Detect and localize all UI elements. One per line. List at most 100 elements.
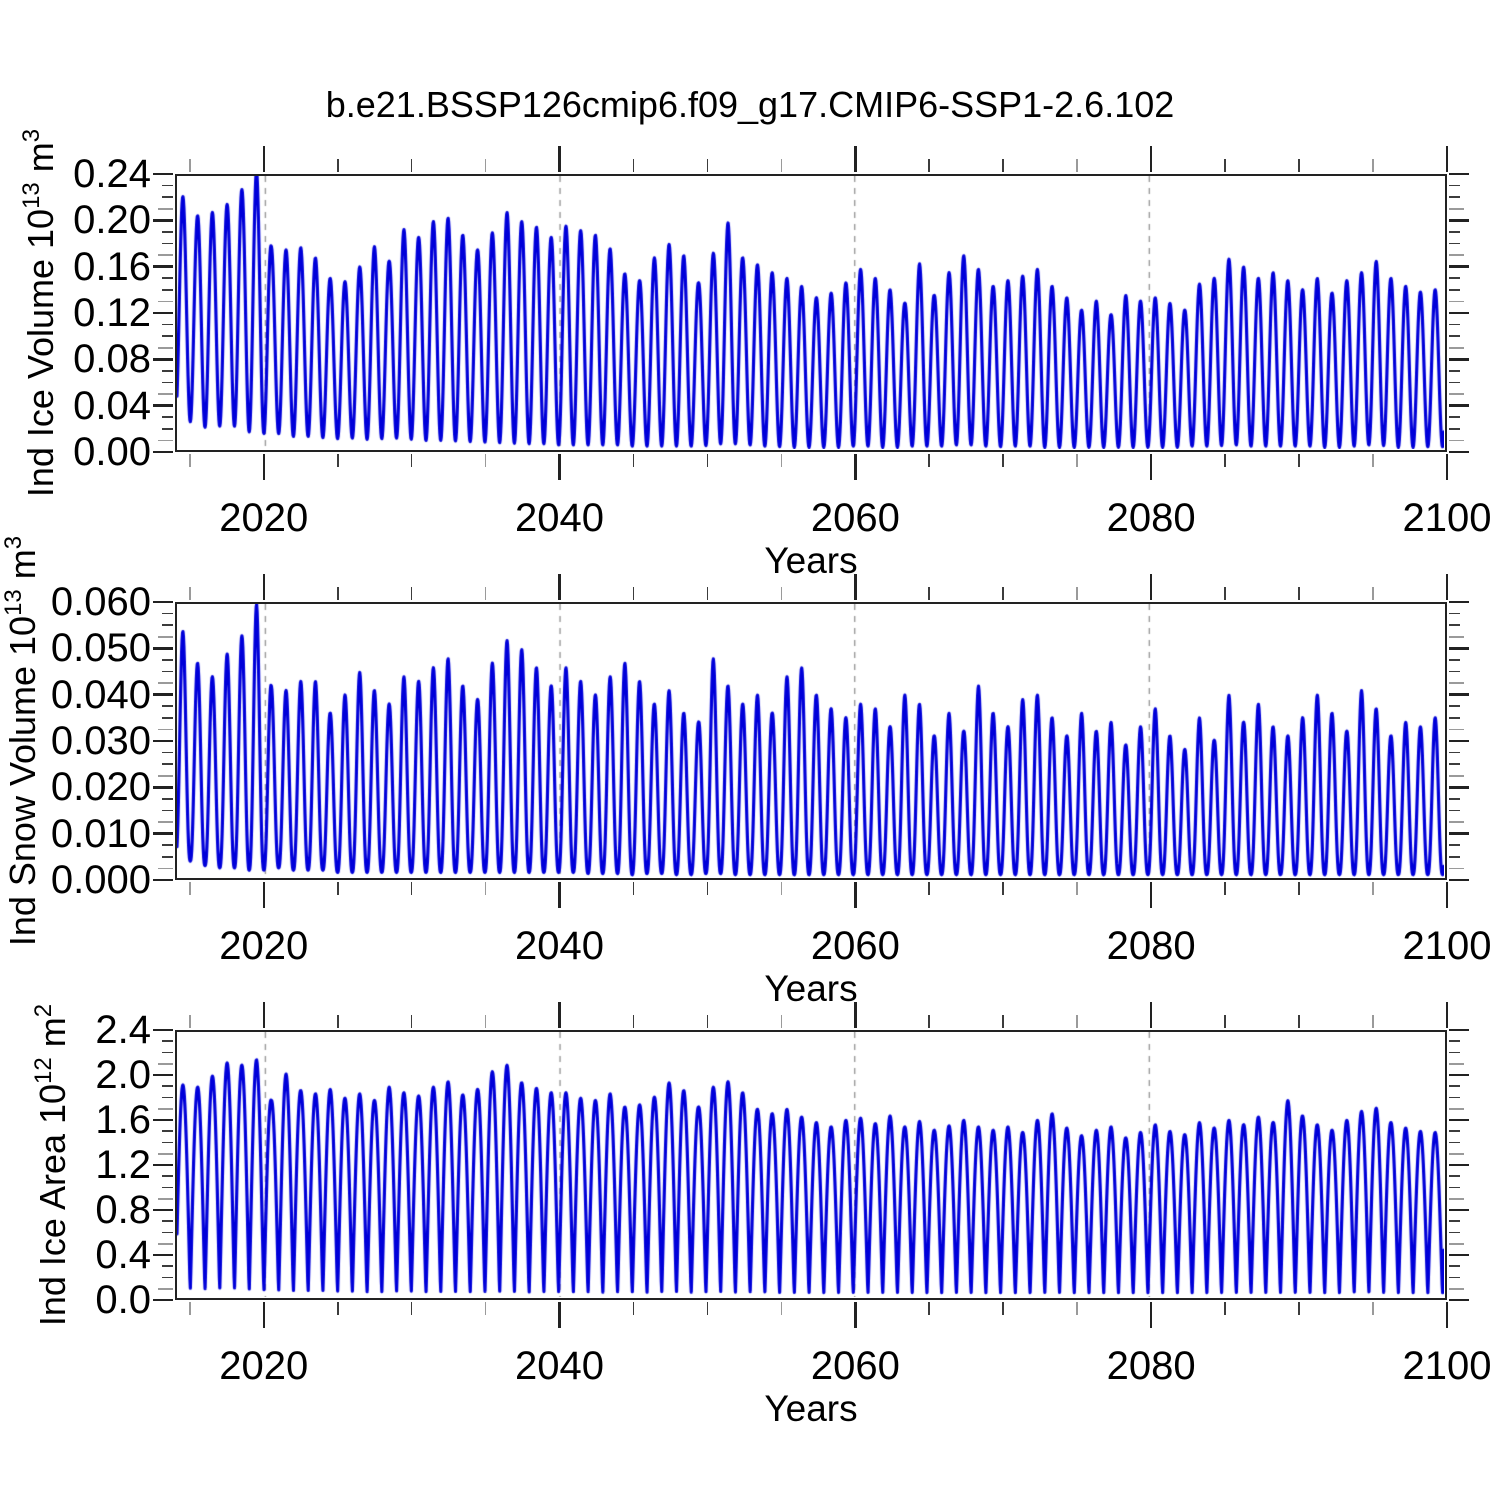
x-minor-tick [1298,882,1300,895]
y-tick-label: 0.0 [95,1278,151,1322]
y-tick-label: 0.000 [50,858,151,902]
x-minor-tick [928,1015,931,1028]
y-minor-tick [1449,381,1460,384]
y-minor-tick [1449,416,1460,419]
x-major-tick [854,454,857,480]
x-minor-tick [188,454,191,467]
y-minor-tick [162,670,173,673]
y-minor-tick [158,393,173,395]
x-minor-tick [410,1015,413,1028]
x-minor-tick [1076,1015,1079,1028]
y-tick-label: 0.8 [95,1188,151,1232]
y-axis-title: Ind Ice Area 1012 m2 [30,1004,74,1326]
x-major-tick [854,882,857,908]
y-tick-label: 0.04 [73,383,151,428]
y-major-tick [1449,878,1469,882]
x-minor-tick [1076,882,1079,895]
y-major-tick [1449,404,1469,407]
y-major-tick [1449,600,1469,604]
y-minor-tick [162,231,173,233]
x-minor-tick [484,454,487,467]
y-minor-tick [162,844,173,847]
y-minor-tick [158,1152,173,1155]
y-minor-tick [162,612,173,615]
y-minor-tick [1449,635,1464,638]
x-major-tick [854,146,857,172]
y-minor-tick [162,659,173,661]
x-minor-tick [1298,454,1300,467]
x-minor-tick [1298,587,1300,600]
y-major-tick [153,1298,173,1302]
x-minor-tick [1002,882,1005,895]
x-tick-label: 2100 [1402,496,1492,540]
x-minor-tick [484,1015,487,1028]
plot-area [175,174,1447,452]
y-minor-tick [1449,242,1460,245]
y-minor-tick [1449,728,1464,731]
y-major-tick [1449,1298,1469,1302]
x-major-tick [558,882,561,908]
x-tick-label: 2100 [1402,924,1492,968]
y-minor-tick [1449,1265,1460,1268]
y-major-tick [153,311,173,315]
y-major-tick [1449,172,1469,176]
x-minor-tick [1372,587,1374,600]
y-minor-tick [162,196,173,198]
x-major-tick [1149,1302,1153,1328]
x-minor-tick [1224,587,1226,600]
x-minor-tick [1076,454,1079,467]
y-tick-label: 0.24 [73,152,151,196]
x-minor-tick [336,1015,339,1028]
y-major-tick [153,1073,173,1077]
y-major-tick [1449,265,1469,268]
x-minor-tick [1298,159,1300,172]
y-minor-tick [1449,1197,1464,1200]
y-minor-tick [1449,763,1460,765]
y-axis-title-text: Ind Ice Volume 10 [20,208,61,498]
x-minor-tick [632,159,635,172]
x-major-tick [854,1302,857,1328]
y-tick-label: 2.0 [95,1053,151,1097]
y-minor-tick [1449,1107,1464,1110]
y-minor-tick [1449,1242,1464,1245]
x-tick-label: 2080 [1106,924,1196,968]
y-major-tick [1449,832,1469,835]
x-minor-tick [336,159,339,172]
y-minor-tick [1449,196,1460,198]
y-major-tick [1449,219,1469,222]
y-minor-tick [1449,1096,1460,1099]
y-minor-tick [158,207,173,210]
y-tick-label: 2.4 [95,1008,151,1052]
y-minor-tick [1449,670,1460,673]
y-minor-tick [162,809,173,812]
x-minor-tick [1002,454,1005,467]
y-axis-title-unit-exponent: 2 [30,1003,57,1018]
y-minor-tick [1449,1141,1460,1144]
y-minor-tick [1449,1051,1460,1054]
y-minor-tick [162,323,173,326]
y-major-tick [1449,1118,1469,1122]
x-major-tick [262,454,265,480]
x-major-tick [1445,574,1449,600]
y-minor-tick [1449,1175,1460,1178]
x-minor-tick [928,159,931,172]
y-minor-tick [162,1085,173,1088]
y-minor-tick [162,288,173,291]
x-minor-tick [1372,159,1374,172]
x-minor-tick [632,454,635,467]
y-minor-tick [158,346,173,349]
y-minor-tick [158,254,173,256]
x-minor-tick [1002,1302,1005,1315]
y-major-tick [153,358,173,361]
x-minor-tick [410,587,413,600]
x-minor-tick [928,587,931,600]
x-major-tick [262,1302,265,1328]
x-minor-tick [780,587,783,600]
y-major-tick [153,600,173,604]
y-minor-tick [162,427,173,430]
x-minor-tick [1372,1302,1374,1315]
y-axis-title-exponent: 13 [0,589,27,616]
y-tick-label: 0.00 [73,430,151,474]
y-axis-title-unit: m [32,1017,73,1058]
y-major-tick [1449,693,1469,696]
